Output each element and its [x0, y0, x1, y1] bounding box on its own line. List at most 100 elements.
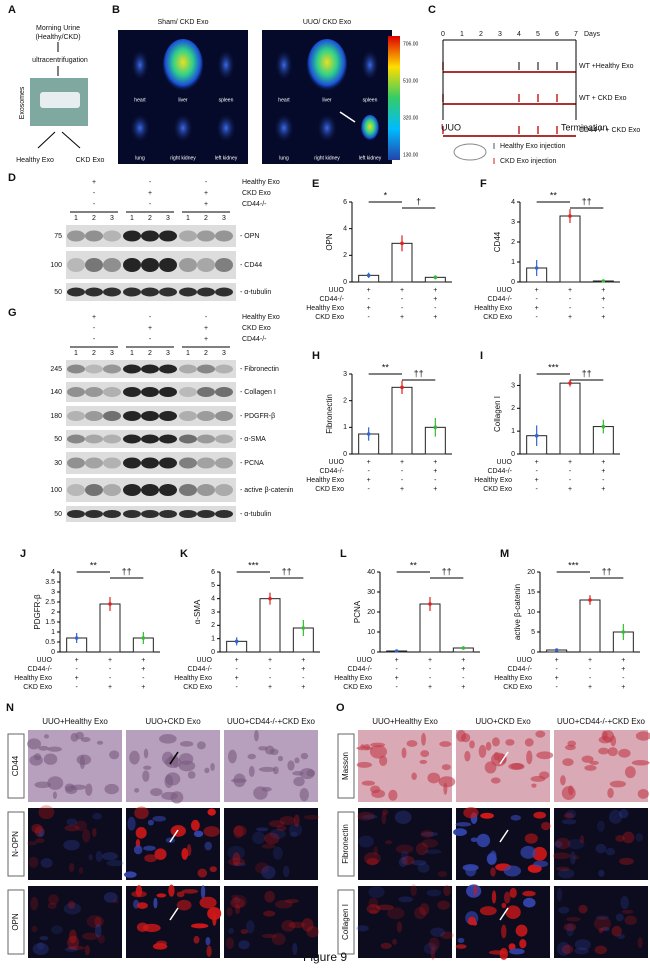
texture — [401, 855, 415, 866]
texture — [369, 745, 387, 759]
label: 3 — [498, 31, 502, 38]
label: 140 — [50, 389, 62, 396]
label: + — [301, 657, 305, 664]
label: - — [434, 477, 437, 484]
label: 1 — [130, 215, 134, 222]
texture — [47, 746, 62, 752]
texture — [258, 766, 276, 772]
texture — [88, 854, 93, 861]
texture — [263, 910, 276, 917]
texture — [261, 843, 276, 849]
texture — [282, 865, 290, 878]
texture — [287, 760, 295, 771]
band — [179, 484, 197, 496]
texture — [524, 738, 534, 747]
bar — [391, 386, 413, 455]
y-tick-label: 30 — [367, 589, 375, 596]
texture — [439, 741, 452, 747]
band — [67, 457, 85, 469]
label: + — [148, 325, 152, 332]
dot — [554, 648, 559, 652]
band — [67, 411, 85, 421]
texture — [563, 923, 577, 932]
label: + — [555, 675, 559, 682]
texture — [605, 847, 616, 856]
significance: †† — [602, 566, 612, 576]
texture — [394, 810, 412, 825]
texture — [515, 924, 528, 937]
label: + — [400, 287, 404, 294]
texture — [526, 750, 533, 765]
label: Healthy Exo — [306, 305, 344, 312]
y-tick-label: 3 — [211, 609, 215, 616]
texture — [187, 771, 196, 779]
band — [215, 457, 233, 469]
panel-label: E — [312, 178, 319, 190]
y-axis-label: PCNA — [353, 600, 362, 623]
y-tick-label: 6 — [343, 199, 347, 206]
texture — [373, 846, 378, 856]
label: 3 — [166, 350, 170, 357]
texture — [598, 747, 609, 755]
label: + — [141, 684, 145, 691]
band — [197, 484, 215, 496]
label: + — [367, 477, 371, 484]
organ — [218, 51, 234, 79]
label: + — [141, 657, 145, 664]
label: 1 — [130, 350, 134, 357]
label: - active β-catenin — [240, 487, 294, 494]
y-tick-label: 0 — [211, 649, 215, 656]
bar — [579, 599, 601, 653]
label: - — [535, 314, 538, 321]
texture — [484, 761, 497, 774]
panel-label: N — [6, 702, 14, 714]
texture — [63, 839, 80, 851]
texture — [380, 942, 392, 949]
label: - — [367, 296, 370, 303]
texture — [593, 916, 612, 931]
dot — [366, 432, 371, 436]
texture — [123, 871, 137, 878]
organ — [275, 115, 293, 141]
label: + — [433, 314, 437, 321]
texture — [556, 866, 570, 872]
texture — [204, 841, 212, 851]
band — [103, 411, 121, 421]
organ — [163, 39, 203, 91]
texture — [476, 833, 491, 848]
band — [215, 434, 233, 444]
y-tick-label: 3 — [51, 589, 55, 596]
texture — [288, 823, 303, 837]
dot — [433, 425, 438, 430]
texture — [361, 814, 378, 819]
label: lung — [279, 155, 289, 161]
label: - α-SMA — [240, 436, 266, 443]
label: + — [601, 459, 605, 466]
y-tick-label: 3.5 — [45, 579, 55, 586]
label: - PDGFR-β — [240, 413, 275, 420]
texture — [196, 741, 206, 750]
band — [103, 484, 121, 496]
texture — [299, 787, 309, 802]
y-axis-label: Collagen I — [493, 396, 502, 432]
band — [85, 434, 103, 444]
label: Healthy Exo — [16, 157, 54, 164]
label: - Collagen I — [240, 389, 276, 396]
band — [103, 258, 121, 272]
label: + — [204, 336, 208, 343]
texture — [565, 809, 577, 819]
label: + — [268, 657, 272, 664]
texture — [144, 854, 158, 863]
label: UUO+CD44-/-+CKD Exo — [557, 717, 646, 726]
label: + — [588, 684, 592, 691]
texture — [562, 758, 574, 767]
significance: †† — [582, 196, 592, 206]
texture — [84, 944, 90, 956]
texture — [558, 868, 575, 879]
label: UUO+Healthy Exo — [42, 717, 108, 726]
texture — [209, 866, 217, 873]
texture — [28, 856, 39, 868]
texture — [142, 770, 150, 782]
texture — [134, 788, 140, 793]
label: - — [555, 666, 558, 673]
